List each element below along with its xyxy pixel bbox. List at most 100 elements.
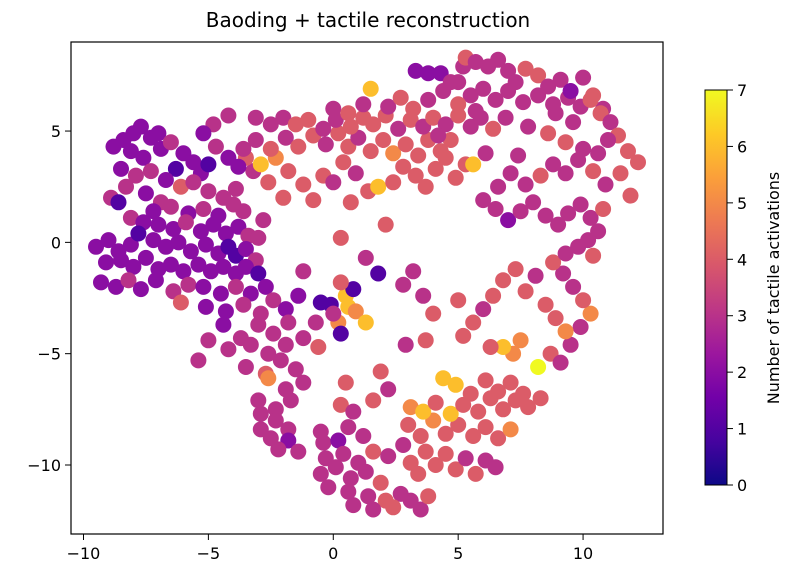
- data-point: [372, 474, 389, 491]
- data-point: [265, 292, 282, 309]
- data-point: [410, 465, 427, 482]
- data-point: [145, 203, 162, 220]
- data-point: [530, 67, 547, 84]
- data-point: [365, 443, 382, 460]
- data-point: [467, 465, 484, 482]
- data-point: [255, 212, 272, 229]
- data-point: [582, 91, 599, 108]
- data-point: [327, 459, 344, 476]
- data-point: [217, 303, 234, 320]
- data-point: [507, 261, 524, 278]
- data-point: [525, 194, 542, 211]
- data-point: [267, 412, 284, 429]
- data-point: [532, 390, 549, 407]
- data-point: [113, 160, 129, 177]
- data-point: [590, 145, 607, 162]
- data-point: [312, 465, 329, 482]
- data-point: [192, 223, 209, 240]
- data-point: [532, 167, 549, 184]
- data-point: [247, 109, 264, 126]
- data-point: [252, 405, 269, 422]
- data-point: [585, 247, 602, 264]
- data-point: [545, 254, 562, 271]
- data-point: [442, 405, 459, 422]
- data-point: [280, 314, 297, 331]
- data-point: [400, 416, 417, 433]
- colorbar-tick-label: 5: [737, 194, 747, 213]
- data-point: [395, 437, 412, 453]
- data-point: [275, 189, 292, 206]
- data-point: [275, 109, 292, 126]
- colorbar-tick-label: 2: [737, 363, 747, 382]
- data-point: [242, 336, 259, 353]
- data-point: [540, 125, 557, 142]
- data-point: [370, 178, 387, 195]
- data-point: [465, 156, 482, 173]
- data-point: [362, 143, 379, 160]
- y-tick-label: −5: [37, 345, 61, 364]
- data-point: [345, 281, 362, 298]
- colorbar-tick-label: 4: [737, 250, 747, 269]
- data-point: [500, 212, 517, 229]
- data-point: [157, 172, 174, 188]
- data-point: [450, 96, 467, 113]
- data-point: [190, 256, 207, 273]
- data-point: [337, 374, 354, 391]
- data-point: [547, 310, 564, 327]
- data-point: [537, 207, 554, 224]
- data-point: [630, 154, 646, 171]
- data-point: [402, 399, 419, 416]
- data-point: [315, 434, 332, 451]
- data-point: [527, 267, 544, 284]
- data-point: [172, 178, 189, 195]
- data-point: [347, 303, 364, 320]
- data-point: [217, 225, 234, 242]
- x-tick-label: −5: [197, 544, 221, 563]
- data-point: [500, 62, 517, 79]
- data-point: [260, 345, 277, 362]
- data-point: [425, 305, 442, 322]
- y-tick-label: 5: [51, 122, 61, 141]
- data-point: [565, 278, 582, 295]
- data-point: [262, 116, 279, 133]
- data-point: [260, 370, 277, 387]
- data-point: [250, 265, 267, 282]
- data-point: [552, 354, 569, 371]
- data-point: [595, 201, 612, 217]
- data-point: [432, 143, 449, 160]
- plot-frame: [70, 41, 664, 535]
- data-point: [280, 421, 297, 438]
- data-point: [300, 111, 317, 128]
- data-point: [125, 258, 142, 275]
- data-point: [215, 189, 232, 206]
- data-point: [477, 372, 494, 389]
- data-point: [237, 359, 254, 375]
- data-point: [497, 109, 514, 126]
- data-point: [290, 443, 307, 460]
- data-point: [325, 305, 342, 322]
- data-point: [230, 158, 247, 175]
- data-point: [237, 241, 254, 257]
- data-point: [462, 385, 479, 402]
- data-point: [417, 178, 434, 195]
- data-point: [487, 201, 504, 217]
- data-point: [135, 149, 152, 166]
- data-point: [105, 138, 122, 155]
- data-point: [362, 80, 379, 97]
- data-point: [172, 294, 189, 311]
- data-point: [385, 145, 402, 162]
- data-point: [417, 443, 434, 460]
- x-tick-label: 5: [453, 544, 463, 563]
- data-point: [295, 263, 312, 280]
- data-point: [347, 165, 364, 182]
- data-point: [540, 78, 557, 95]
- data-point: [447, 461, 464, 478]
- data-point: [490, 178, 507, 195]
- data-point: [205, 216, 222, 233]
- data-point: [612, 165, 629, 182]
- data-point: [457, 450, 474, 467]
- data-point: [108, 278, 124, 295]
- data-point: [502, 421, 519, 438]
- colorbar-tick-label: 0: [737, 476, 747, 495]
- data-point: [375, 132, 392, 148]
